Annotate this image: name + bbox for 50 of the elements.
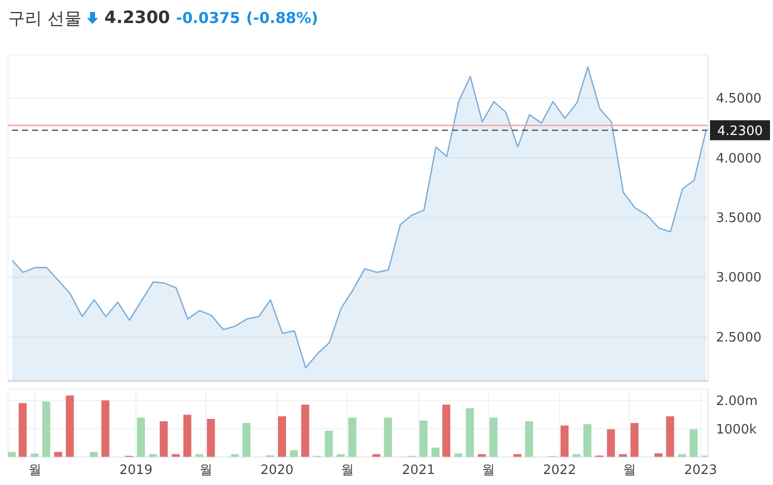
text: (-0.88%) <box>246 9 318 27</box>
y-tick-label: 3.5000 <box>716 211 762 226</box>
y-tick-label: 4.5000 <box>716 92 762 107</box>
x-tick-label: 2023 <box>684 463 718 478</box>
bar <box>442 404 450 457</box>
bar <box>606 429 615 457</box>
bar <box>348 418 356 457</box>
x-tick-label: 월 <box>340 463 354 478</box>
x-tick-label: 월 <box>28 463 42 478</box>
chart-title: 구리 선물 <box>8 8 82 30</box>
y-tick-label: 2.5000 <box>716 330 762 346</box>
bar <box>18 403 27 457</box>
bar <box>66 396 74 457</box>
text: -0.0375 <box>176 9 240 27</box>
bar <box>160 421 168 457</box>
y-tick-label: 4.0000 <box>716 151 762 166</box>
bar <box>384 418 392 457</box>
y-tick-label: 2.00m <box>716 394 758 409</box>
bar <box>183 414 192 457</box>
bar <box>42 401 50 457</box>
bar <box>525 421 534 457</box>
x-tick-label: 월 <box>199 463 212 478</box>
x-tick-label: 월 <box>482 463 495 478</box>
x-tick-label: 2020 <box>260 463 294 478</box>
x-tick-label: 2022 <box>543 463 576 478</box>
bar <box>301 404 310 457</box>
bar <box>136 418 145 457</box>
ref-line-label: 4.2300 <box>717 124 763 140</box>
y-tick-label: 1000k <box>716 422 758 438</box>
bar <box>666 416 674 457</box>
bar <box>242 423 250 457</box>
bar <box>489 418 498 457</box>
bar <box>560 426 569 457</box>
bar <box>419 420 428 457</box>
bar <box>466 408 474 457</box>
bar <box>8 452 16 457</box>
text: 4.2300 <box>104 8 170 28</box>
bar <box>290 450 298 457</box>
bar <box>630 423 639 457</box>
bar <box>101 400 110 457</box>
x-tick-label: 월 <box>623 463 636 478</box>
bar <box>278 416 286 457</box>
x-tick-label: 2021 <box>402 463 436 478</box>
bar <box>206 419 215 457</box>
bar <box>324 430 333 457</box>
bar <box>690 429 698 457</box>
y-tick-label: 3.0000 <box>716 270 762 286</box>
bar <box>583 424 592 457</box>
bar <box>431 448 440 457</box>
x-tick-label: 2019 <box>119 463 152 478</box>
